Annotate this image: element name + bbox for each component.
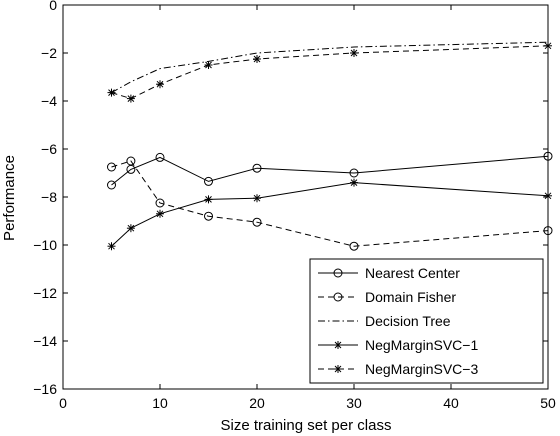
legend-marker-4 bbox=[334, 341, 342, 349]
legend-label-2: Domain Fisher bbox=[365, 289, 456, 305]
legend-label-3: Decision Tree bbox=[365, 313, 451, 329]
y-tick-label: −10 bbox=[33, 237, 57, 253]
series-4-point-3 bbox=[156, 209, 164, 218]
series-line-4 bbox=[111, 182, 549, 247]
y-tick-label: −2 bbox=[41, 45, 57, 61]
y-tick-label: −14 bbox=[33, 333, 57, 349]
x-tick-label: 10 bbox=[152, 395, 168, 411]
y-tick-label: −12 bbox=[33, 285, 57, 301]
series-4-point-6 bbox=[350, 178, 358, 187]
series-1-point-3 bbox=[155, 152, 165, 162]
series-5-point-1 bbox=[107, 88, 116, 97]
series-line-2 bbox=[111, 160, 549, 247]
legend-marker-5 bbox=[334, 365, 342, 373]
y-axis-label: Performance bbox=[1, 155, 18, 241]
series-2-point-4 bbox=[204, 211, 213, 221]
y-tick-label: −8 bbox=[41, 189, 57, 205]
x-tick-label: 30 bbox=[346, 395, 362, 411]
series-4-point-4 bbox=[204, 195, 213, 204]
plot-area bbox=[107, 41, 553, 251]
series-1-point-5 bbox=[252, 163, 262, 173]
series-5-point-4 bbox=[204, 61, 213, 69]
legend-label-5: NegMarginSVC−3 bbox=[365, 361, 478, 377]
series-2-point-5 bbox=[252, 217, 262, 227]
series-5-point-3 bbox=[156, 80, 164, 89]
series-2-point-6 bbox=[349, 241, 359, 251]
series-4-point-1 bbox=[107, 242, 116, 251]
x-tick-label: 40 bbox=[443, 395, 459, 411]
x-tick-label: 50 bbox=[540, 395, 556, 411]
y-tick-label: −6 bbox=[41, 141, 57, 157]
series-1-point-1 bbox=[107, 180, 116, 190]
series-2-point-3 bbox=[155, 198, 165, 208]
series-1-point-6 bbox=[349, 168, 359, 178]
series-line-5 bbox=[111, 45, 549, 100]
series-4-point-5 bbox=[253, 194, 261, 203]
series-1-point-4 bbox=[204, 176, 213, 186]
x-tick-label: 0 bbox=[59, 395, 67, 411]
y-tick-label: −16 bbox=[33, 381, 57, 397]
x-tick-label: 20 bbox=[249, 395, 265, 411]
y-tick-label: 0 bbox=[49, 0, 57, 13]
series-2-point-1 bbox=[107, 162, 116, 172]
series-2-point-2 bbox=[126, 156, 136, 166]
series-5-point-2 bbox=[126, 94, 135, 103]
series-line-3 bbox=[111, 41, 549, 94]
x-axis-label: Size training set per class bbox=[221, 417, 392, 434]
series-5-point-6 bbox=[350, 49, 358, 57]
y-tick-label: −4 bbox=[41, 93, 57, 109]
legend-marker-2 bbox=[333, 292, 343, 302]
legend: Nearest Center Domain Fisher Decision Tree… bbox=[309, 258, 544, 384]
series-5-point-5 bbox=[253, 55, 261, 63]
series-line-1 bbox=[111, 155, 549, 186]
series-4-point-2 bbox=[126, 224, 135, 233]
axes: 0 10 20 30 40 50 0 −2 −4 −6 −8 −10 −12 −14 −16 bbox=[33, 0, 556, 411]
legend-label-1: Nearest Center bbox=[365, 265, 460, 281]
legend-marker-1 bbox=[333, 268, 343, 278]
legend-label-4: NegMarginSVC−1 bbox=[365, 337, 478, 353]
